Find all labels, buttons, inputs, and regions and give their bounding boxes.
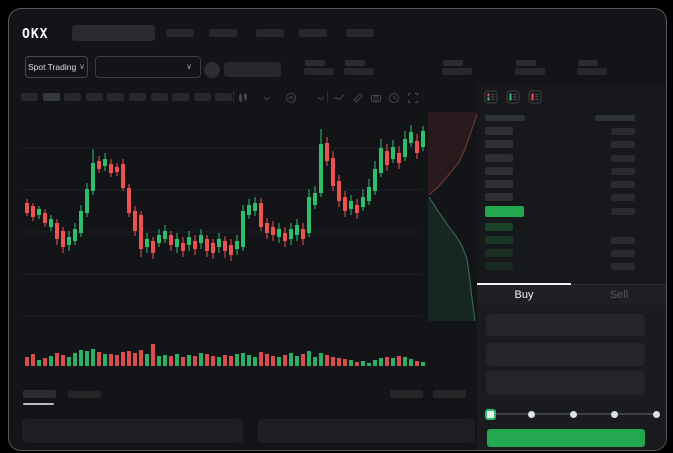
bid-row-price xyxy=(485,262,513,270)
fullscreen-icon[interactable] xyxy=(407,91,419,103)
slider-stop-dot[interactable] xyxy=(528,411,535,418)
timeframe-slot[interactable] xyxy=(129,93,146,101)
chevron-down-icon: ∨ xyxy=(79,62,86,71)
book-asks-icon[interactable] xyxy=(528,90,542,104)
bid-row-price xyxy=(485,249,513,257)
ticker-stat-label xyxy=(305,60,325,66)
ask-row-price xyxy=(485,193,513,201)
toolbar-divider xyxy=(233,91,234,103)
buy-submit-button[interactable] xyxy=(487,429,645,447)
book-all-icon[interactable] xyxy=(484,90,498,104)
ask-row-price xyxy=(485,140,513,148)
pair-selector-dropdown[interactable]: ∨ xyxy=(95,56,201,78)
timeframe-slot[interactable] xyxy=(107,93,124,101)
chevron-down-icon[interactable] xyxy=(261,91,273,103)
slider-stop-dot[interactable] xyxy=(652,411,660,418)
wave-line-icon[interactable] xyxy=(333,91,345,103)
topbar-nav-item[interactable] xyxy=(209,29,237,37)
trade-form-field[interactable] xyxy=(486,371,645,395)
active-tab-indicator xyxy=(477,283,571,285)
bottom-tab-underline xyxy=(23,403,54,405)
chevron-down-icon[interactable] xyxy=(315,91,327,103)
ask-row-amount xyxy=(611,194,635,201)
history-icon[interactable] xyxy=(388,91,400,103)
ticker-stat-value xyxy=(304,68,334,75)
app-window: OKX Spot Trading ∨ ∨ xyxy=(8,8,667,451)
ask-row-amount xyxy=(611,128,635,135)
tab-buy[interactable]: Buy xyxy=(514,289,534,301)
bottom-action-placeholder[interactable] xyxy=(390,390,423,398)
okx-logo[interactable]: OKX xyxy=(22,27,49,42)
ticker-stat-label xyxy=(516,60,536,66)
bottom-tab-inactive[interactable] xyxy=(68,391,101,398)
ask-row-amount xyxy=(611,155,635,162)
trade-form-field[interactable] xyxy=(486,314,645,336)
bottom-action-placeholder[interactable] xyxy=(433,390,466,398)
slider-stop-dot[interactable] xyxy=(569,411,577,418)
bid-row-price xyxy=(485,236,513,244)
chevron-down-icon: ∨ xyxy=(186,62,192,71)
bid-row-amount xyxy=(611,263,635,270)
spot-trading-label: Spot Trading xyxy=(27,62,77,72)
ask-row-price xyxy=(485,180,513,188)
timeframe-slot[interactable] xyxy=(64,93,81,101)
instrument-icon xyxy=(204,62,220,78)
timeframe-slot[interactable] xyxy=(21,93,38,101)
topbar-nav-item[interactable] xyxy=(299,29,327,37)
indicators-icon[interactable] xyxy=(285,91,297,103)
order-book-header-amount xyxy=(595,115,635,121)
bid-row-amount xyxy=(611,237,635,244)
ticker-stat-value xyxy=(577,68,607,75)
timeframe-slot[interactable] xyxy=(151,93,168,101)
trade-form-field[interactable] xyxy=(486,343,645,366)
candle-style-icon[interactable] xyxy=(237,91,249,103)
toolbar-divider xyxy=(327,91,328,103)
ask-row-amount xyxy=(611,168,635,175)
ticker-stat-label xyxy=(443,60,463,66)
timeframe-slot[interactable] xyxy=(172,93,189,101)
timeframe-slot[interactable] xyxy=(86,93,103,101)
topbar-nav-item[interactable] xyxy=(346,29,374,37)
amount-slider-handle[interactable] xyxy=(485,409,496,420)
ask-row-amount xyxy=(611,141,635,148)
ticker-stat-value xyxy=(515,68,545,75)
bid-row-price xyxy=(485,223,513,231)
book-bids-icon[interactable] xyxy=(506,90,520,104)
last-price-bar xyxy=(485,206,524,217)
instrument-name-placeholder xyxy=(224,62,281,77)
topbar-nav-item[interactable] xyxy=(256,29,284,37)
timeframe-slot[interactable] xyxy=(194,93,211,101)
bottom-panel-left xyxy=(22,419,243,443)
ticker-stat-label xyxy=(578,60,598,66)
ticker-stat-value xyxy=(442,68,472,75)
bid-row-amount xyxy=(611,250,635,257)
order-book-header-price xyxy=(485,115,525,121)
topbar-search-box[interactable] xyxy=(72,25,155,41)
ticker-stat-value xyxy=(344,68,374,75)
slider-stop-dot[interactable] xyxy=(611,411,618,418)
spot-trading-dropdown[interactable]: Spot Trading ∨ xyxy=(25,56,88,78)
timeframe-slot[interactable] xyxy=(215,93,232,101)
ticker-stat-label xyxy=(345,60,365,66)
ask-row-price xyxy=(485,167,513,175)
tab-sell[interactable]: Sell xyxy=(609,289,629,301)
measure-icon[interactable] xyxy=(352,91,364,103)
trade-tab-bar xyxy=(477,284,666,305)
bottom-tab-active[interactable] xyxy=(23,390,56,398)
topbar-nav-item[interactable] xyxy=(166,29,194,37)
camera-icon[interactable] xyxy=(370,91,382,103)
timeframe-slot[interactable] xyxy=(43,93,60,101)
bottom-panel-right xyxy=(258,419,475,443)
ask-row-amount xyxy=(611,181,635,188)
ask-row-price xyxy=(485,154,513,162)
ask-row-price xyxy=(485,127,513,135)
last-price-amount xyxy=(611,208,635,215)
